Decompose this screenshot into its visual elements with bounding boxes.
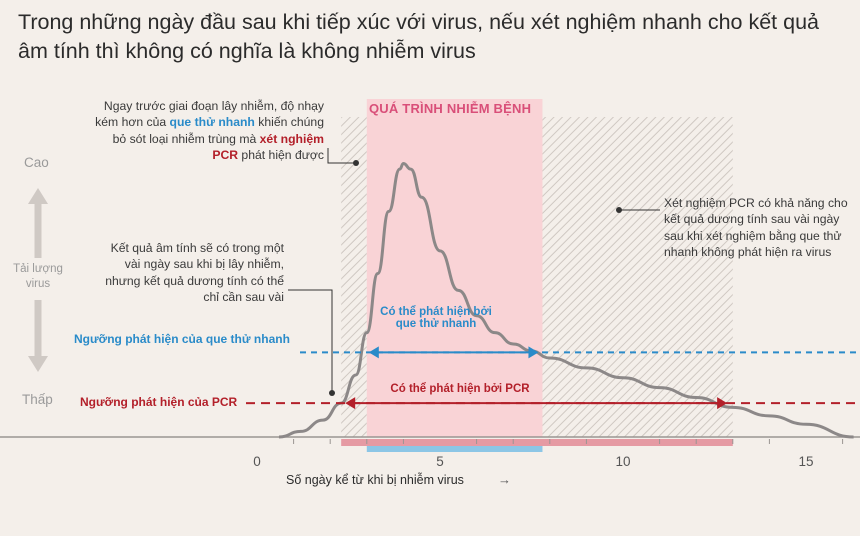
x-tick-label-2: 10 [615,454,630,469]
rapid-window-arrow-left-icon [368,346,379,359]
y-axis-label: Tải lượng virus [13,263,63,290]
pcr-window-bar [341,439,733,446]
note-a-text-2: khiến chúng bỏ sót loại nhiễm trùng mà [112,115,324,146]
y-arrow-down-icon [28,356,48,372]
y-high-label: Cao [24,155,49,170]
y-low-label: Thấp [22,392,53,407]
leader-note-c-dot [616,207,622,213]
y-arrow-up-icon [28,188,48,204]
pcr-threshold-label: Ngưỡng phát hiện của PCR [80,395,238,409]
pcr-window-arrow-right-icon [717,397,728,410]
x-axis-label: Số ngày kể từ khi bị nhiễm virus [286,473,464,487]
note-a-rapid-highlight: que thử nhanh [169,115,255,130]
infection-period-band [366,99,543,437]
rapid-window-arrow-right-icon [528,346,539,359]
viral-load-curve [278,161,854,439]
note-a-pcr-highlight: xét nghiệm PCR [212,131,324,163]
annotation-pcr-later: Xét nghiệm PCR có khả năng cho kết quả d… [664,196,848,260]
x-tick-label-0: 0 [253,454,261,469]
infection-phase-label: QUÁ TRÌNH NHIỄM BỆNH [369,101,532,116]
note-a-text-1: Ngay trước giai đoạn lây nhiễm, độ nhạy … [95,99,324,130]
rapid-window-bar [366,446,543,452]
pcr-window-caption: Có thể phát hiện bởi PCR [390,383,530,395]
annotation-early-sensitivity: Ngay trước giai đoạn lây nhiễm, độ nhạy … [92,98,324,164]
pcr-window-arrow-left-icon [345,397,356,410]
leader-note-b-dot [329,390,335,396]
rapid-window-caption: Có thể phát hiện bởi que thử nhanh [380,306,492,330]
annotation-negative-result: Kết quả âm tính sẽ có trong một vài ngày… [105,241,284,305]
x-axis-arrow-icon: → [498,472,511,487]
leader-note-a-dot [353,160,359,166]
page-title: Trong những ngày đầu sau khi tiếp xúc vớ… [18,10,819,63]
rapid-threshold-label: Ngưỡng phát hiện của que thử nhanh [74,332,290,346]
leader-note-a [327,148,355,164]
leader-note-b [288,289,333,392]
hatched-zone-0 [341,117,367,437]
x-tick-label-1: 5 [436,454,444,469]
note-a-text-3: phát hiện được [238,148,324,163]
x-tick-label-3: 15 [798,454,813,469]
hatched-zone-1 [542,117,733,437]
